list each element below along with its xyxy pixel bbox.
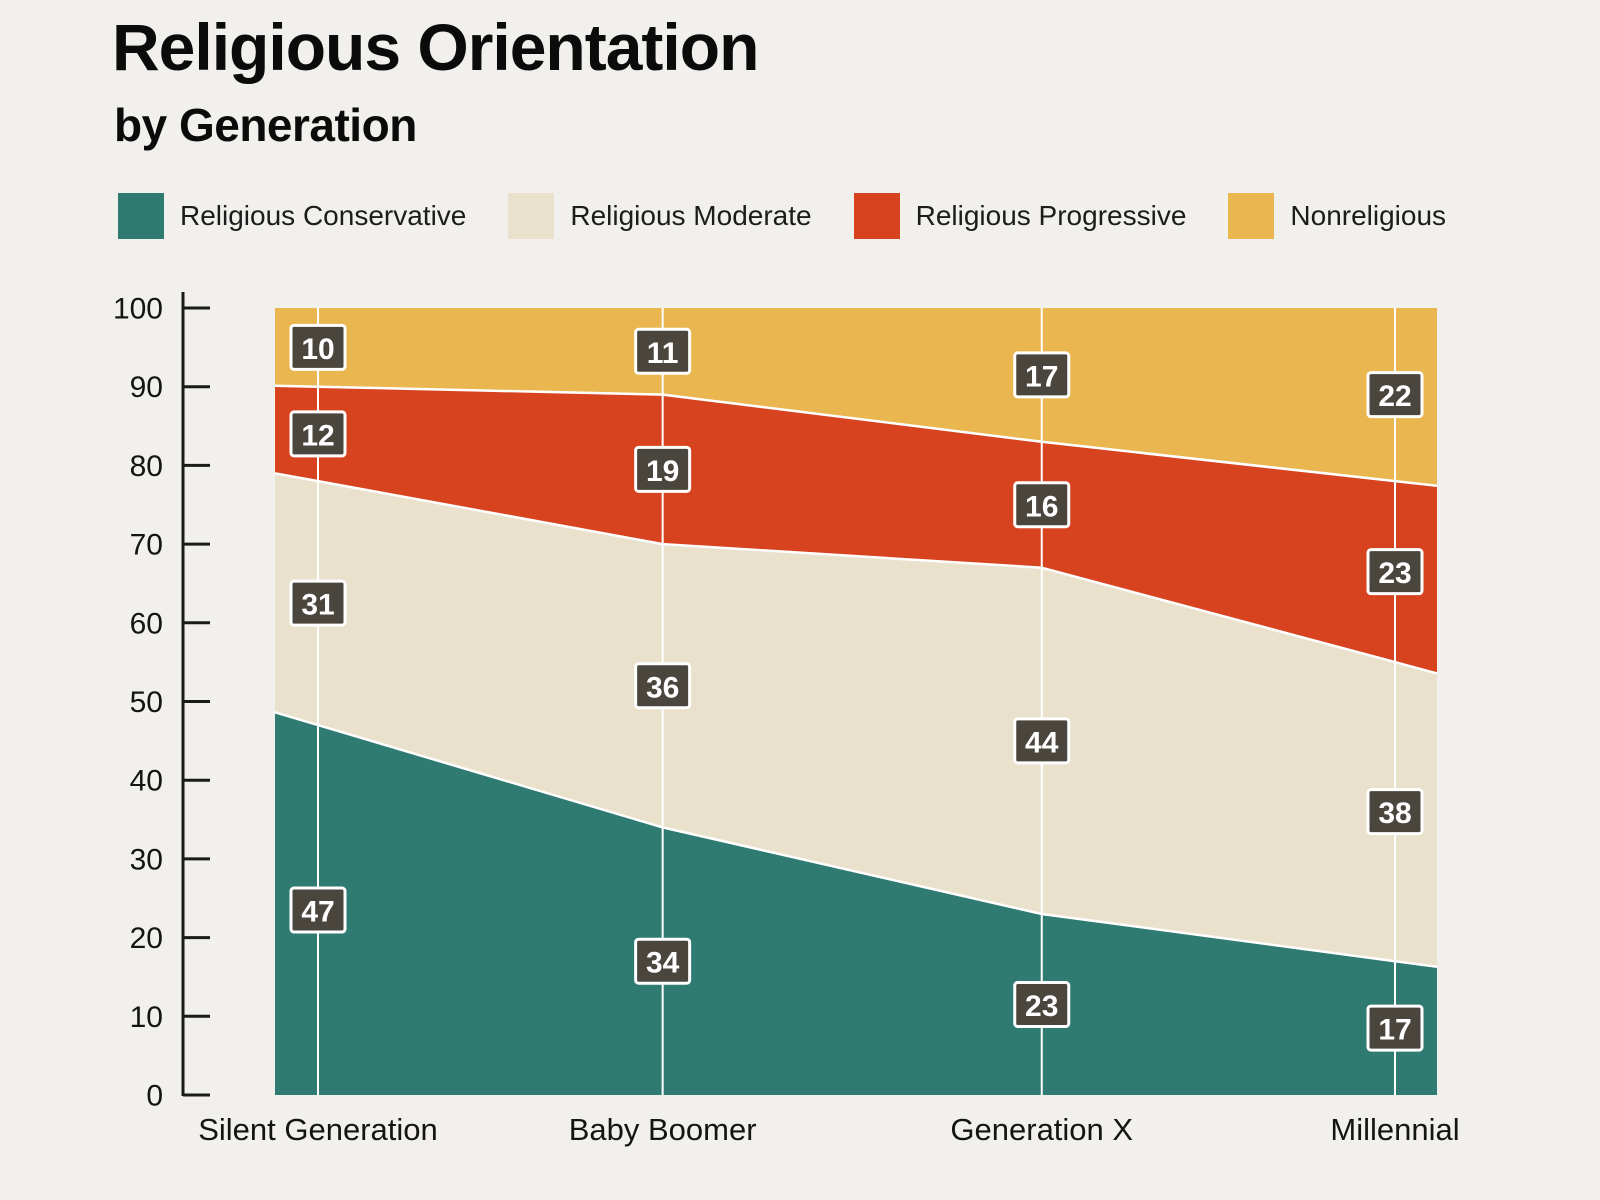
- y-tick-label: 70: [130, 529, 163, 562]
- band-boundary: [274, 711, 1438, 969]
- legend-swatch-religious-moderate: [508, 193, 555, 239]
- y-tick-label: 50: [130, 686, 163, 719]
- value-label-box: [634, 937, 692, 985]
- page-subtitle: by Generation: [114, 99, 417, 151]
- y-tick-label: 90: [130, 371, 163, 404]
- value-label: 22: [1378, 380, 1411, 413]
- legend-swatch-religious-progressive: [853, 193, 900, 239]
- area-religious-progressive: [275, 385, 1437, 674]
- areas: [275, 308, 1437, 1095]
- legend-item-nonreligious: Nonreligious: [1228, 193, 1446, 239]
- value-labels: 47 34 23 17 31 36 44 38 12 19 16 23 10 11 17 22: [289, 323, 1424, 1052]
- y-tick-label: 100: [113, 293, 163, 326]
- value-label: 34: [646, 947, 680, 980]
- value-label-box: [634, 327, 692, 375]
- value-label-box: [289, 410, 347, 458]
- y-tick-label: 20: [130, 922, 163, 955]
- value-label: 16: [1025, 490, 1058, 523]
- x-axis-label: Millennial: [1330, 1112, 1459, 1147]
- x-axis-label: Silent Generation: [198, 1112, 438, 1147]
- value-label-box: [1366, 548, 1424, 596]
- legend-label: Nonreligious: [1290, 200, 1447, 231]
- legend-item-religious-moderate: Religious Moderate: [508, 193, 812, 239]
- value-label-box: [634, 445, 692, 493]
- x-axis-labels: Silent Generation Baby Boomer Generation X…: [198, 1112, 1459, 1147]
- y-tick-label: 60: [130, 607, 163, 640]
- value-label-box: [1366, 788, 1424, 836]
- value-label: 23: [1378, 557, 1411, 590]
- value-label-box: [1013, 717, 1071, 765]
- legend: Religious Conservative Religious Moderat…: [118, 193, 1488, 239]
- value-label-box: [1013, 980, 1071, 1028]
- y-tick-label: 0: [146, 1080, 163, 1113]
- value-label: 31: [301, 589, 334, 622]
- value-label-box: [1366, 1004, 1424, 1052]
- value-label: 38: [1378, 797, 1411, 830]
- value-label: 10: [301, 333, 334, 366]
- band-boundary: [274, 472, 1438, 675]
- value-label: 47: [301, 896, 334, 929]
- legend-item-religious-conservative: Religious Conservative: [118, 193, 466, 239]
- value-label-box: [289, 886, 347, 934]
- value-label: 11: [647, 337, 679, 370]
- y-tick-label: 30: [130, 843, 163, 876]
- legend-item-religious-progressive: Religious Progressive: [853, 193, 1187, 239]
- value-label-box: [1013, 481, 1071, 529]
- area-religious-conservative: [275, 712, 1437, 1095]
- area-nonreligious: [275, 308, 1437, 486]
- value-label-box: [1366, 371, 1424, 419]
- y-tick-label: 10: [130, 1001, 163, 1034]
- value-label: 19: [646, 455, 679, 488]
- band-boundary: [274, 384, 1438, 488]
- page-title: Religious Orientation: [112, 10, 759, 84]
- band-boundaries: [274, 384, 1438, 969]
- x-axis-label: Generation X: [950, 1112, 1133, 1147]
- value-label-box: [1013, 351, 1071, 399]
- legend-swatch-religious-conservative: [118, 193, 164, 239]
- value-label: 12: [301, 419, 334, 452]
- value-label: 23: [1025, 990, 1058, 1023]
- value-label-box: [289, 323, 347, 371]
- value-label-box: [289, 579, 347, 627]
- legend-label: Religious Moderate: [570, 200, 812, 231]
- value-label: 17: [1025, 360, 1058, 393]
- value-label: 44: [1025, 726, 1059, 759]
- y-tick-label: 80: [130, 450, 163, 483]
- legend-label: Religious Progressive: [915, 200, 1187, 231]
- y-tick-label: 40: [130, 765, 163, 798]
- legend-label: Religious Conservative: [180, 200, 467, 231]
- y-axis: 0 10 20 30 40 50 60 70 80 90 100: [113, 292, 210, 1113]
- x-axis-label: Baby Boomer: [569, 1112, 757, 1147]
- legend-swatch-nonreligious: [1228, 193, 1275, 239]
- value-label-box: [634, 662, 692, 710]
- value-label: 17: [1378, 1014, 1411, 1047]
- value-label: 36: [646, 671, 679, 704]
